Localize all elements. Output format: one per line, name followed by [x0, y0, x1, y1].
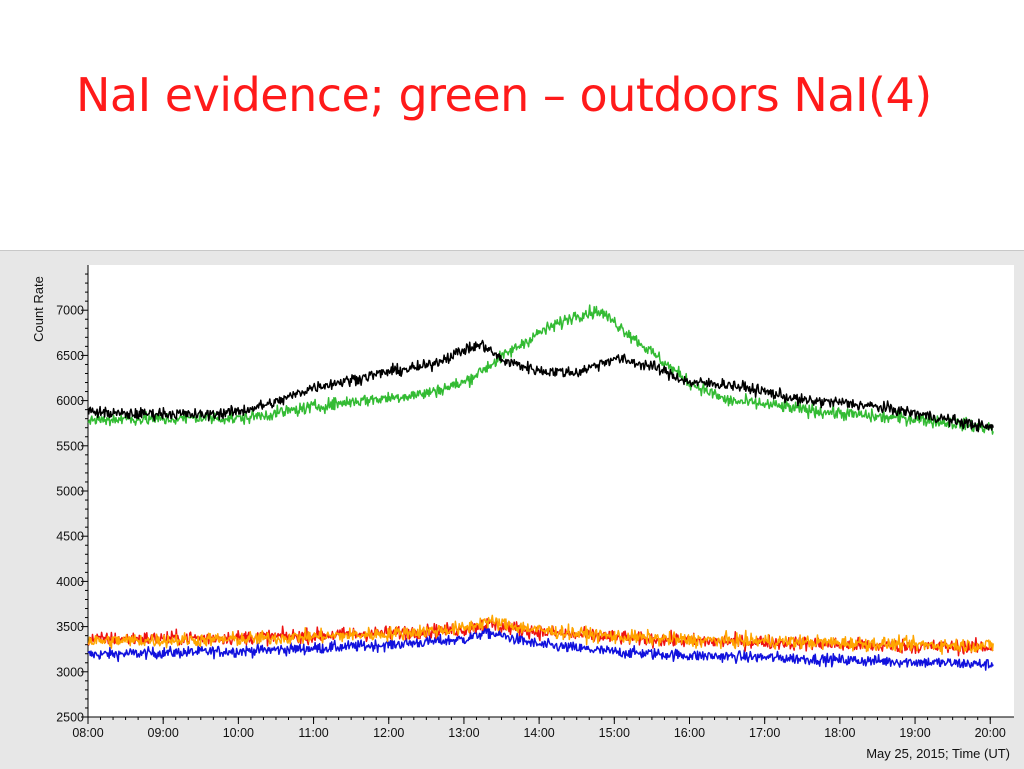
x-tick-label: 17:00: [749, 726, 780, 740]
series-line-black: [87, 339, 994, 433]
x-tick-label: 14:00: [523, 726, 554, 740]
x-tick-label: 18:00: [824, 726, 855, 740]
x-tick-label: 11:00: [298, 726, 328, 740]
y-axis-label: Count Rate: [31, 276, 46, 342]
series-line-blue: [87, 625, 994, 671]
y-tick-label: 4000: [56, 575, 84, 589]
x-tick-label: 13:00: [448, 726, 479, 740]
x-axis-ticks: 08:00 09:00 10:00 11:00 12:00 13:00 14:00 15:00…: [72, 717, 1006, 740]
x-tick-label: 16:00: [674, 726, 705, 740]
x-tick-label: 10:00: [223, 726, 254, 740]
y-axis-ticks: 2500 3000 3500 4000 4500 5000 5500 6000 6500 7000: [56, 304, 88, 725]
series-line-green: [87, 304, 994, 435]
chart-panel: 2500 3000 3500 4000 4500 5000 5500 6000 6500 7000…: [0, 250, 1024, 769]
y-tick-label: 6000: [56, 394, 84, 408]
y-minor-ticks: [85, 273, 88, 709]
y-tick-label: 4500: [56, 530, 84, 544]
y-tick-label: 5500: [56, 439, 84, 453]
y-tick-label: 3500: [56, 620, 84, 634]
y-tick-label: 3000: [56, 665, 84, 679]
x-tick-label: 09:00: [148, 726, 179, 740]
x-tick-label: 08:00: [72, 726, 103, 740]
y-tick-label: 5000: [56, 485, 84, 499]
y-tick-label: 6500: [56, 349, 84, 363]
slide-title: NaI evidence; green – outdoors NaI(4): [76, 68, 932, 122]
series-line-orange: [87, 614, 994, 655]
count-rate-chart: 2500 3000 3500 4000 4500 5000 5500 6000 6500 7000…: [31, 265, 1014, 761]
series-layer: [87, 304, 994, 671]
x-axis-label: May 25, 2015; Time (UT): [866, 746, 1010, 761]
x-tick-label: 20:00: [975, 726, 1006, 740]
x-tick-label: 12:00: [373, 726, 404, 740]
x-tick-label: 15:00: [599, 726, 630, 740]
x-tick-label: 19:00: [899, 726, 930, 740]
y-tick-label: 2500: [56, 711, 84, 725]
y-tick-label: 7000: [56, 304, 84, 318]
